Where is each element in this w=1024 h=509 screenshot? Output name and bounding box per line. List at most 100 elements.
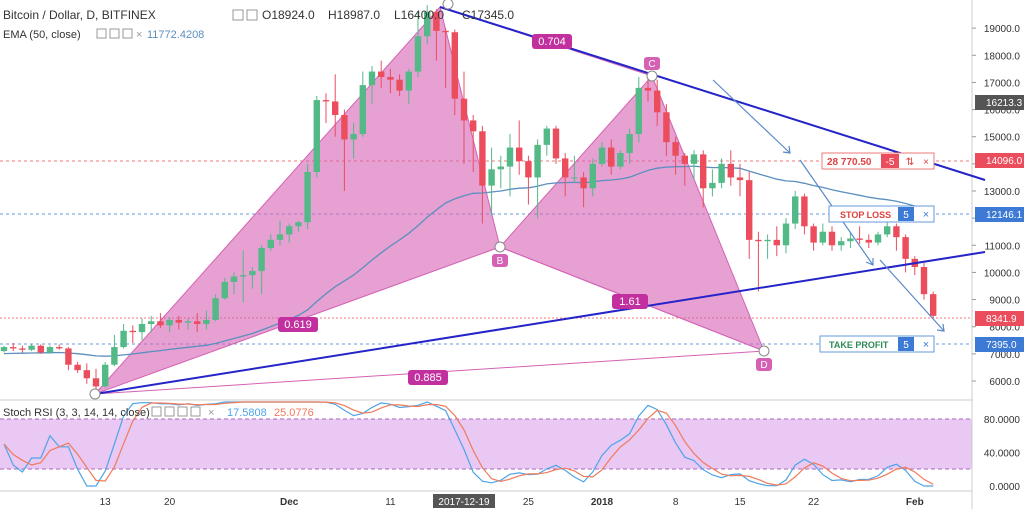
rsi-layer — [3, 401, 934, 487]
header-icon-1[interactable] — [232, 9, 244, 21]
price-tick-label: 19000.0 — [984, 24, 1021, 35]
candle-body — [488, 169, 495, 186]
stop-loss-box[interactable]: STOP LOSS 5 × — [828, 205, 935, 223]
price-tick-label: 17000.0 — [984, 78, 1021, 89]
candle — [184, 318, 192, 330]
point-x-marker[interactable] — [442, 0, 454, 10]
take-profit-box[interactable]: TAKE PROFIT 5 × — [819, 335, 935, 353]
ema-icon-3[interactable] — [122, 28, 133, 39]
close-icon[interactable]: × — [923, 157, 929, 168]
candle-body — [249, 271, 256, 276]
rsi-icon-3[interactable] — [177, 406, 188, 417]
ratio-text-2: 0.619 — [284, 319, 312, 331]
take-profit-close-icon[interactable]: × — [923, 339, 929, 351]
price-tick-label: 13000.0 — [984, 187, 1021, 198]
price-tick-label: 7000.0 — [989, 350, 1020, 361]
arrow-3 — [879, 259, 945, 332]
candle-body — [414, 36, 422, 72]
candle-body — [736, 177, 744, 181]
candle — [506, 134, 514, 197]
position-box[interactable]: 28 770.50 -5 ⇅ × — [821, 152, 935, 170]
point-c-marker[interactable] — [646, 70, 658, 82]
ema-layer — [3, 165, 934, 357]
candle-body — [166, 319, 173, 326]
candle-body — [451, 32, 458, 99]
point-c-label: C — [644, 57, 660, 70]
point-d-label: D — [756, 358, 772, 371]
candle-body — [102, 364, 109, 387]
ema-icon-1[interactable] — [96, 28, 107, 39]
candle — [543, 125, 550, 156]
reverse-icon[interactable]: ⇅ — [906, 157, 914, 168]
candle — [764, 234, 771, 259]
rsi-icon-4[interactable] — [190, 406, 201, 417]
candle — [654, 79, 661, 126]
candle — [865, 234, 872, 248]
stop-loss-close-icon[interactable]: × — [923, 209, 929, 221]
rsi-close-icon[interactable]: × — [208, 407, 214, 419]
candle — [598, 142, 606, 167]
candle-body — [709, 182, 716, 189]
candle — [322, 93, 330, 124]
candle-body — [497, 166, 504, 170]
ohlc-low: L16400.0 — [394, 8, 444, 22]
ratio-label-4: 0.885 — [408, 370, 448, 385]
candle-body — [46, 347, 54, 353]
price-tick-label: 10000.0 — [984, 268, 1021, 279]
candle — [460, 71, 468, 164]
candle — [332, 74, 339, 137]
take-profit-label: TAKE PROFIT — [829, 340, 889, 350]
point-d-marker[interactable] — [758, 345, 770, 357]
candle — [102, 362, 109, 388]
point-b-marker[interactable] — [494, 241, 506, 253]
point-a-marker[interactable] — [89, 388, 101, 400]
candle — [267, 234, 274, 251]
candle-body — [350, 134, 357, 140]
rsi-icon-1[interactable] — [151, 406, 162, 417]
candle-body — [184, 321, 192, 323]
candle — [221, 277, 228, 300]
candle-body — [902, 237, 909, 259]
header-icon-2[interactable] — [246, 9, 258, 21]
candle — [782, 218, 790, 254]
candle-body — [322, 100, 330, 102]
candle — [194, 313, 201, 333]
rsi-tick-label: 80.0000 — [984, 415, 1021, 426]
ema-line — [3, 165, 934, 357]
candle-body — [506, 147, 514, 167]
candle-body — [580, 177, 587, 189]
rsi-icon-2[interactable] — [164, 406, 175, 417]
candle-body — [810, 226, 817, 243]
point-d-text: D — [760, 360, 767, 371]
candle-body — [865, 239, 872, 243]
candle — [304, 163, 311, 229]
candle — [405, 68, 412, 105]
candle-body — [240, 275, 247, 277]
candle-body — [543, 128, 550, 145]
time-tick-label: 15 — [734, 497, 746, 508]
time-tick-label: 20 — [164, 497, 176, 508]
candle — [19, 345, 26, 353]
time-tick-label: Dec — [280, 497, 299, 508]
stoch-d-line — [3, 401, 934, 486]
marker-price-flag: 16213.3 — [975, 95, 1024, 110]
candle-body — [755, 239, 762, 242]
candle — [451, 29, 458, 115]
candle-body — [718, 163, 725, 183]
candle — [902, 234, 909, 273]
candle — [433, 9, 440, 61]
candle-body — [617, 153, 624, 167]
price-tick-label: 9000.0 — [989, 296, 1020, 307]
ema-close-icon[interactable]: × — [136, 29, 142, 41]
candle-body — [893, 226, 900, 238]
candle — [792, 191, 799, 229]
candle — [746, 172, 753, 259]
candle-body — [819, 231, 826, 243]
candle — [755, 231, 762, 292]
candle — [626, 128, 633, 164]
candle-body — [608, 147, 615, 167]
candle-body — [838, 241, 845, 246]
candle-body — [138, 324, 146, 333]
ema-icon-2[interactable] — [109, 28, 120, 39]
candle — [387, 68, 394, 94]
